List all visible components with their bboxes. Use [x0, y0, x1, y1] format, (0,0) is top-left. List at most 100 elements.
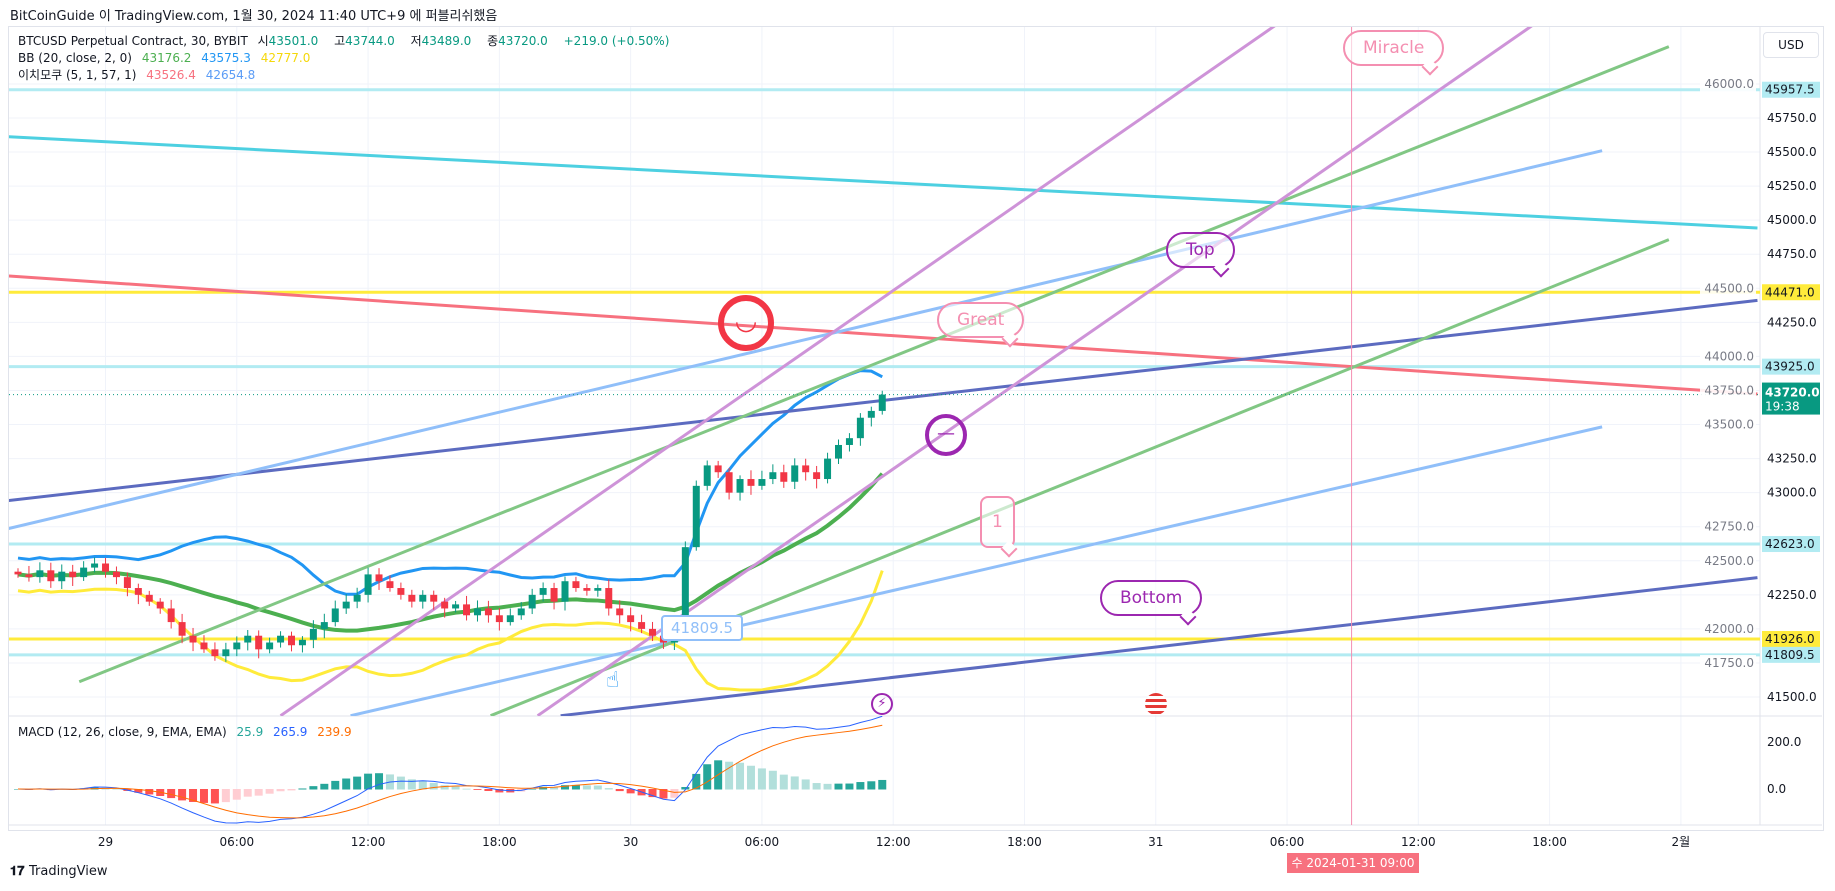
macd-histogram-bar [440, 785, 449, 790]
trendline-blue-channel-upper [9, 149, 1603, 530]
legend-ichimoku[interactable]: 이치모쿠 (5, 1, 57, 1) 43526.4 42654.8 [18, 67, 675, 84]
bb-upper-line [17, 369, 883, 596]
macd-histogram-bar [681, 787, 690, 790]
candle [375, 574, 383, 582]
price-axis-label: 42000.0 [1704, 622, 1754, 636]
macd-histogram-bar [298, 788, 307, 790]
candle [441, 601, 449, 609]
macd-histogram-bar [834, 783, 843, 790]
countdown-label: 19:38 [1765, 400, 1800, 414]
candle [484, 608, 492, 616]
macd-histogram-bar [178, 789, 187, 801]
macd-histogram-bar [495, 789, 504, 793]
price-axis-label-bg [1700, 552, 1756, 569]
legend-bb[interactable]: BB (20, close, 2, 0) 43176.2 43575.3 427… [18, 50, 675, 67]
callout-top[interactable]: Top [1166, 232, 1235, 268]
candle [681, 547, 689, 632]
macd-histogram-bar [790, 776, 799, 790]
lightning-event-icon[interactable]: ⚡ [871, 693, 893, 715]
macd-histogram-bar [462, 788, 471, 790]
price-note-41809[interactable]: 41809.5 [661, 615, 744, 641]
candle [452, 604, 460, 609]
time-axis-label: 06:00 [1270, 835, 1305, 849]
price-axis-label: 45250.0 [1767, 179, 1817, 193]
macd-histogram-bar [320, 783, 329, 790]
price-axis-label-bg [1700, 654, 1756, 671]
time-axis-label: 2월 [1672, 835, 1691, 849]
macd-histogram-bar [331, 780, 340, 790]
price-axis-label: 44250.0 [1767, 315, 1817, 329]
macd-legend[interactable]: MACD (12, 26, close, 9, EMA, EMA) 25.9 2… [18, 725, 358, 739]
macd-histogram-bar [757, 768, 766, 790]
candle [211, 649, 219, 657]
chart-frame [8, 26, 1824, 831]
candle [649, 628, 657, 636]
candle [266, 642, 274, 650]
candle [528, 594, 536, 609]
macd-histogram-bar [407, 779, 416, 790]
callout-bottom[interactable]: Bottom [1100, 580, 1203, 616]
tradingview-logo[interactable]: 𝟏𝟕 TradingView [10, 864, 108, 879]
price-axis-label-bg [1700, 416, 1756, 433]
time-axis-label: 30 [623, 835, 638, 849]
footer-text: TradingView [28, 864, 108, 879]
price-axis-label-bg [1700, 382, 1756, 399]
price-tag [1762, 646, 1820, 663]
trendline-green-channel-lower [490, 238, 1670, 716]
candle [714, 465, 722, 473]
candle [747, 479, 755, 486]
candle [320, 622, 328, 629]
candle [25, 574, 33, 578]
candle [430, 594, 438, 602]
macd-histogram-bar [134, 789, 143, 793]
low-value: 43489.0 [421, 34, 472, 48]
currency-button[interactable]: USD [1763, 32, 1819, 58]
candle [200, 642, 208, 650]
us-flag-event-icon[interactable] [1145, 693, 1167, 715]
callout-great[interactable]: Great [937, 302, 1025, 338]
macd-histogram-bar [112, 788, 121, 790]
trendline-purple-channel-a [279, 27, 1276, 716]
trendline-blue-channel-lower [350, 425, 1603, 716]
macd-histogram-bar [265, 789, 274, 794]
macd-histogram-bar [364, 773, 373, 790]
candle [288, 635, 295, 646]
candle [353, 594, 361, 602]
macd-histogram-bar [167, 789, 176, 799]
price-pane [9, 27, 1760, 716]
candle [769, 472, 777, 480]
pointing-hand-icon[interactable]: ☝ [606, 668, 620, 693]
candle [58, 571, 66, 582]
macd-histogram-bar [309, 786, 318, 790]
callout-miracle[interactable]: Miracle [1343, 30, 1445, 66]
price-axis-label-bg [1700, 280, 1756, 297]
candle [167, 608, 175, 623]
callout-one[interactable]: 1 [980, 496, 1015, 548]
candle [856, 417, 864, 439]
neutral-face-icon[interactable]: — [925, 414, 967, 456]
macd-histogram-bar [856, 782, 865, 790]
legend: BTCUSD Perpetual Contract, 30, BYBIT 시43… [18, 33, 675, 84]
price-tag-label: 41809.5 [1765, 648, 1815, 662]
macd-histogram-bar [342, 778, 351, 790]
candle [824, 458, 832, 480]
price-axis-label: 43000.0 [1767, 486, 1817, 500]
macd-histogram-bar [276, 789, 285, 792]
time-axis-label: 06:00 [220, 835, 255, 849]
macd-histogram-bar [473, 789, 482, 790]
candle [561, 581, 569, 602]
price-tag [1762, 81, 1820, 98]
time-axis-label: 31 [1148, 835, 1163, 849]
close-label: 종 [487, 34, 499, 48]
candle [878, 394, 886, 411]
candle [539, 588, 547, 595]
smiley-face-icon[interactable]: ◡ [718, 295, 774, 351]
candle [331, 608, 339, 623]
high-value: 43744.0 [345, 34, 395, 48]
legend-main: BTCUSD Perpetual Contract, 30, BYBIT 시43… [18, 33, 675, 50]
macd-histogram-bar [243, 789, 252, 797]
symbol-title[interactable]: BTCUSD Perpetual Contract, 30, BYBIT [18, 34, 248, 48]
candle [638, 622, 646, 629]
candle [233, 642, 241, 650]
